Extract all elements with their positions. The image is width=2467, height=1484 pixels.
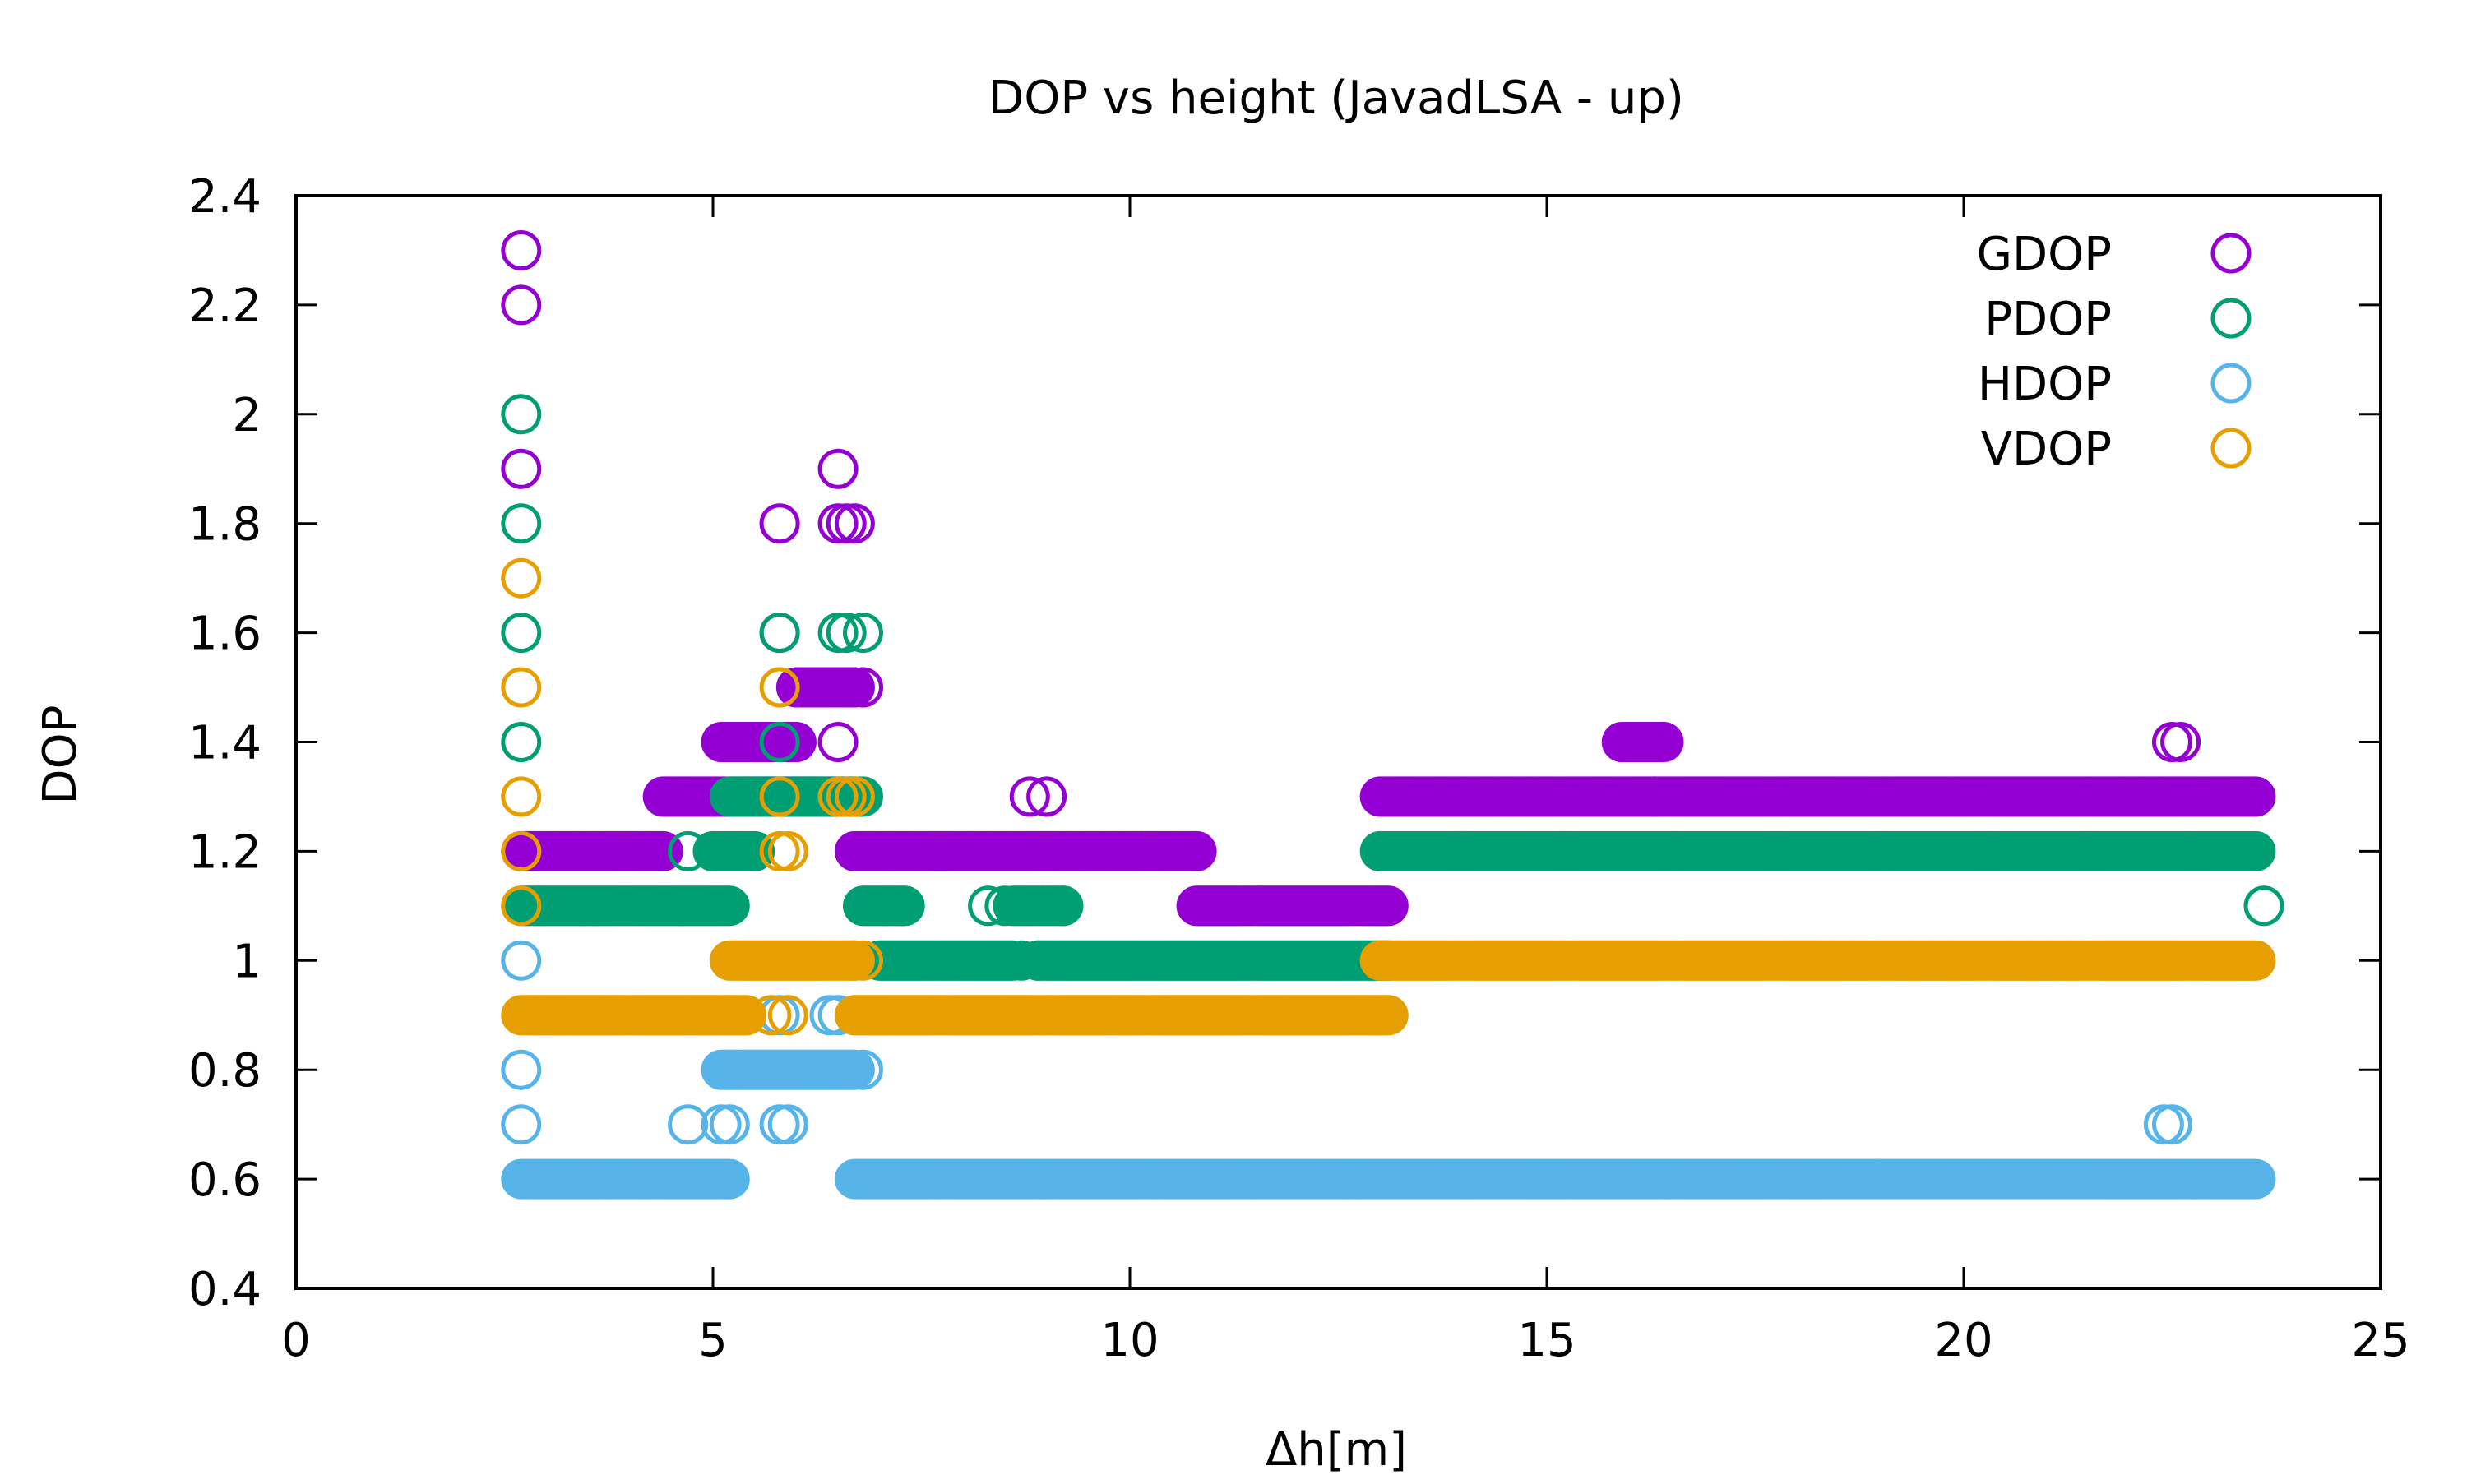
x-tick-label: 10 [1100,1314,1159,1367]
data-point-hdop [843,1049,883,1090]
x-tick-label: 20 [1934,1314,1993,1367]
data-point-gdop [1176,830,1217,871]
data-point-pdop [501,722,542,762]
legend-marker-pdop [2210,298,2252,339]
data-point-hdop [709,1104,750,1145]
data-point-pdop [759,613,800,654]
data-point-gdop [834,503,875,544]
data-point-pdop [2243,885,2284,927]
data-point-vdop [767,830,808,871]
data-point-gdop [2160,722,2201,762]
data-point-pdop [1018,940,1058,981]
y-tick-label: 2 [232,389,262,442]
data-point-gdop [642,830,683,871]
data-point-gdop [501,284,542,326]
x-axis-label: Δh[m] [1266,1423,1407,1477]
data-point-gdop [1368,885,1409,927]
data-point-pdop [968,885,1009,927]
data-point-gdop [2235,776,2276,817]
data-point-gdop [817,448,859,489]
data-point-pdop [668,830,709,871]
legend-label: PDOP [1984,293,2112,346]
data-point-vdop [1368,995,1409,1036]
data-point-hdop [501,1104,542,1145]
data-point-vdop [767,995,808,1036]
data-point-pdop [1001,940,1042,981]
plot-marks [501,230,2284,1200]
legend-label: HDOP [1978,358,2112,411]
data-point-gdop [843,667,883,708]
data-point-pdop [501,394,542,435]
y-tick-label: 1.4 [188,717,262,770]
data-point-hdop [709,1158,750,1200]
data-point-vdop [726,995,767,1036]
data-point-vdop [759,667,800,708]
data-point-pdop [709,885,750,927]
y-tick-label: 2.4 [188,170,262,224]
data-point-pdop [759,722,800,762]
x-tick-label: 5 [698,1314,728,1367]
x-tick-label: 0 [281,1314,311,1367]
data-point-pdop [501,613,542,654]
data-point-vdop [2235,940,2276,981]
data-point-hdop [501,940,542,981]
y-tick-label: 1.6 [188,608,262,661]
data-point-pdop [843,613,883,654]
data-point-hdop [2152,1104,2192,1145]
chart-title: DOP vs height (JavadLSA - up) [988,72,1684,125]
legend-marker-vdop [2210,428,2252,469]
y-axis-label: DOP [34,705,87,805]
data-point-vdop [834,776,875,817]
data-point-gdop [501,448,542,489]
data-point-pdop [1043,885,1084,927]
data-point-vdop [751,995,792,1036]
data-point-gdop [759,503,800,544]
legend: GDOP PDOP HDOP VDOP [1977,228,2252,476]
data-point-pdop [884,885,925,927]
series-vdop [501,557,2276,1036]
legend-label: VDOP [1981,423,2112,476]
y-tick-label: 2.2 [188,280,262,333]
data-point-hdop [501,1049,542,1090]
legend-label: GDOP [1977,228,2112,281]
data-point-gdop [1026,776,1067,817]
data-point-gdop [817,722,859,762]
data-point-gdop [501,230,542,270]
x-tick-label: 15 [1517,1314,1576,1367]
y-tick-label: 1.8 [188,498,262,552]
data-point-pdop [734,830,775,871]
data-point-vdop [501,885,542,927]
data-point-pdop [2235,830,2276,871]
y-tick-label: 1 [232,935,262,988]
data-point-hdop [2235,1158,2276,1200]
data-point-vdop [501,830,542,871]
data-point-vdop [501,776,542,817]
y-tick-label: 0.8 [188,1044,262,1098]
data-point-vdop [843,940,883,981]
y-tick-label: 0.4 [188,1263,262,1316]
data-point-pdop [984,885,1025,927]
legend-marker-hdop [2210,363,2252,404]
y-tick-label: 0.6 [188,1153,262,1207]
y-tick-label: 1.2 [188,825,262,879]
data-point-vdop [501,667,542,708]
data-point-gdop [1643,722,1684,762]
data-point-hdop [767,1104,808,1145]
data-point-hdop [668,1104,709,1145]
data-point-vdop [501,557,542,599]
legend-marker-gdop [2210,233,2252,274]
data-point-pdop [826,613,867,654]
data-point-gdop [1009,776,1050,817]
data-point-pdop [501,503,542,544]
x-tick-label: 25 [2351,1314,2409,1367]
data-point-vdop [759,776,800,817]
